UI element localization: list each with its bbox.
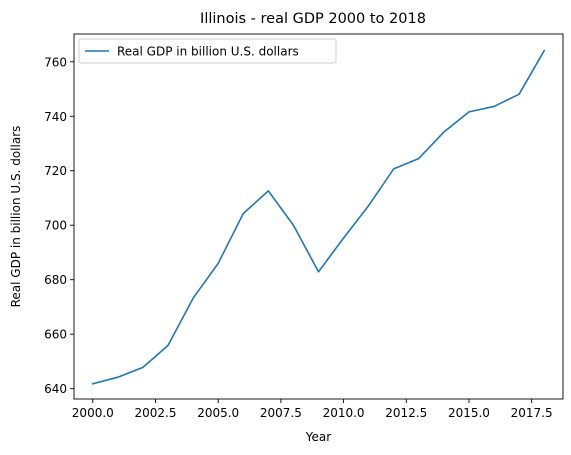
y-tick-label: 760 [44,55,67,69]
y-tick-label: 720 [44,164,67,178]
y-tick-label: 660 [44,328,67,342]
y-tick-label: 700 [44,219,67,233]
x-tick-label: 2017.5 [511,406,553,420]
x-tick-label: 2005.0 [197,406,239,420]
chart-title: Illinois - real GDP 2000 to 2018 [200,11,426,27]
legend-box [78,38,337,64]
y-tick-label: 680 [44,273,67,287]
x-axis-title: Year [305,430,331,444]
x-tick-label: 2002.5 [135,406,177,420]
x-tick-label: 2007.5 [260,406,302,420]
y-axis-title: Real GDP in billion U.S. dollars [9,126,23,308]
x-tick-label: 2012.5 [385,406,427,420]
y-tick-label: 740 [44,110,67,124]
x-tick-label: 2010.0 [323,406,365,420]
y-axis: 640 660 680 700 720 740 760 [44,55,74,396]
series-line [91,49,546,385]
plot-area [73,33,564,400]
legend-label: Real GDP in billion U.S. dollars [117,45,299,59]
x-tick-label: 2000.0 [72,406,114,420]
x-tick-label: 2015.0 [448,406,490,420]
series-layer [91,49,546,385]
x-axis: 2000.0 2002.5 2005.0 2007.5 2010.0 2012.5 2015… [72,399,553,420]
legend: Real GDP in billion U.S. dollars [78,38,337,64]
y-tick-label: 640 [44,382,67,396]
